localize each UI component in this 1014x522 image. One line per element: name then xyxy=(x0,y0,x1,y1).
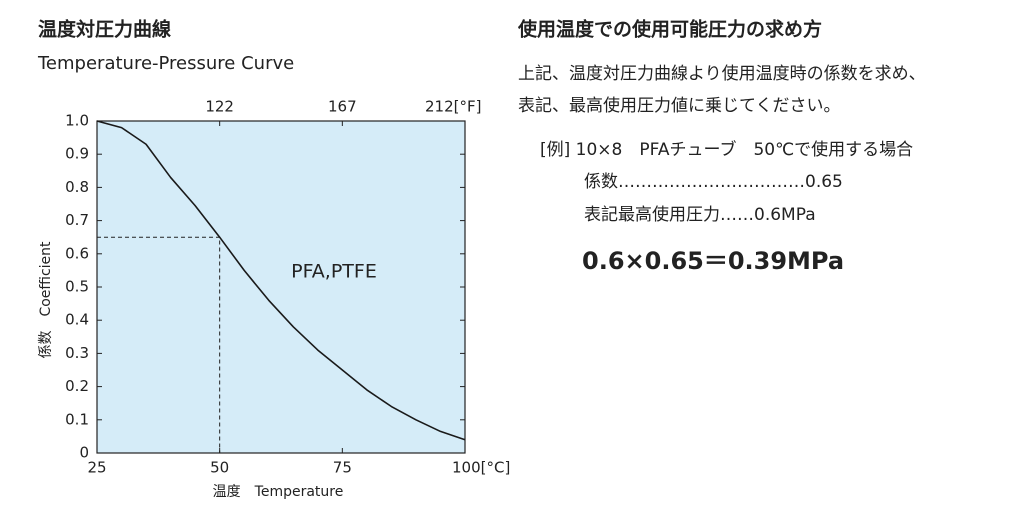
y-tick-label: 0.4 xyxy=(65,311,89,329)
x2-tick-label: 212[°F] xyxy=(425,98,481,116)
y-tick-label: 0 xyxy=(79,444,89,462)
doc-heading: 使用温度での使用可能圧力の求め方 xyxy=(517,18,822,41)
chart-subtitle: Temperature-Pressure Curve xyxy=(37,53,294,74)
x2-tick-label: 122 xyxy=(205,98,234,116)
y-tick-label: 0.3 xyxy=(65,344,89,362)
y-tick-label: 0.9 xyxy=(65,145,89,163)
y-tick-label: 0.2 xyxy=(65,377,89,395)
x-tick-label: 100[°C] xyxy=(452,459,510,477)
chart-title: 温度対圧力曲線 xyxy=(38,18,171,41)
y-tick-label: 0.5 xyxy=(65,278,89,296)
curve xyxy=(96,120,466,441)
x2-tick-label: 167 xyxy=(328,98,357,116)
x-tick-label: 75 xyxy=(333,459,352,477)
x-tick-label: 50 xyxy=(210,459,229,477)
y-axis-label: 係数 Coefficient xyxy=(38,241,54,359)
plot-area xyxy=(96,120,466,454)
x-tick-label: 25 xyxy=(87,459,106,477)
doc-result: 0.6×0.65＝0.39MPa xyxy=(582,247,844,275)
doc-body: 表記、最高使用圧力値に乗じてください。 xyxy=(518,95,841,116)
y-tick-label: 0.1 xyxy=(65,410,89,428)
doc-body: 上記、温度対圧力曲線より使用温度時の係数を求め、 xyxy=(518,63,926,84)
y-tick-label: 0.8 xyxy=(65,178,89,196)
series-label: PFA,PTFE xyxy=(291,261,377,283)
doc-line: 表記最高使用圧力……0.6MPa xyxy=(584,204,816,225)
y-tick-label: 0.6 xyxy=(65,244,89,262)
doc-line: 係数……………………………0.65 xyxy=(584,172,843,192)
y-tick-label: 0.7 xyxy=(65,211,89,229)
x-axis-label: 温度 Temperature xyxy=(213,484,344,500)
doc-example: [例] 10×8 PFAチューブ 50℃で使用する場合 xyxy=(540,139,913,160)
y-tick-label: 1.0 xyxy=(65,112,89,130)
